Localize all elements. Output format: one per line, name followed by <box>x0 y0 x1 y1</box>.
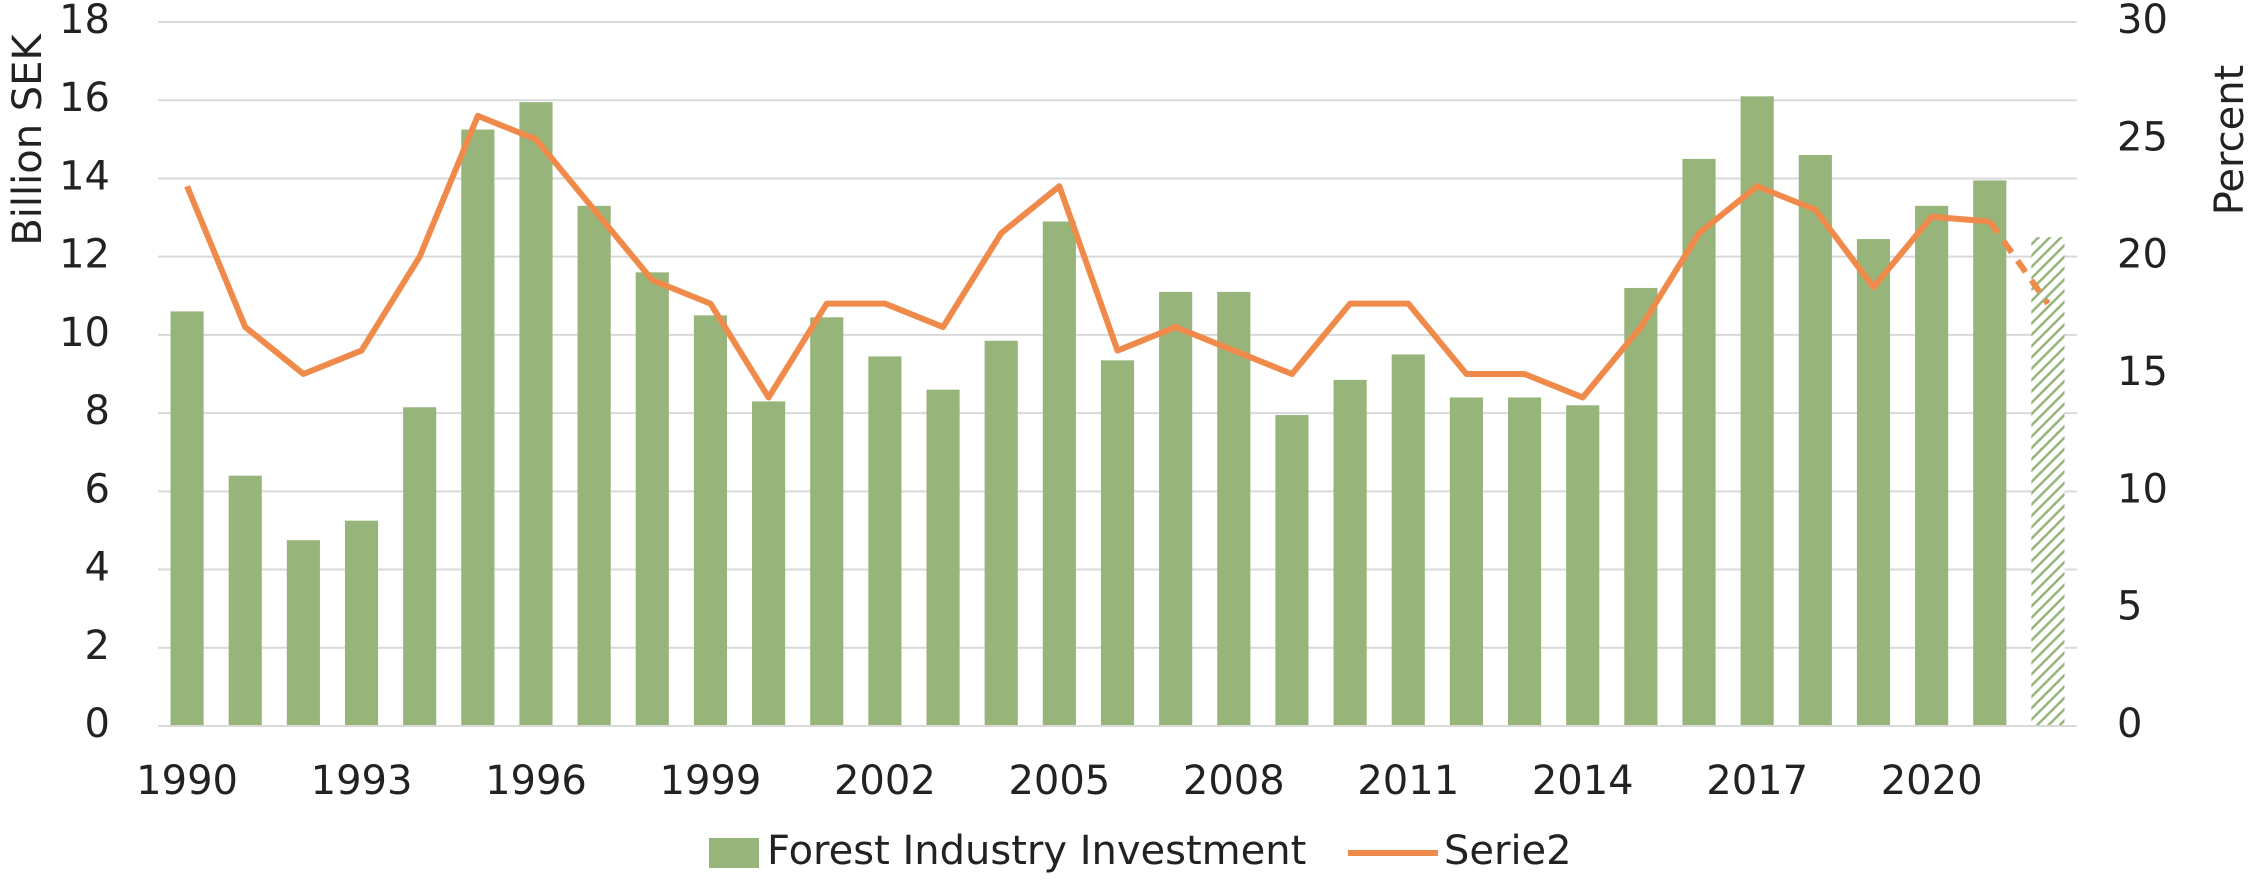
legend-swatch <box>709 838 759 868</box>
x-tick-label: 1996 <box>485 758 587 804</box>
bar <box>170 311 204 726</box>
bar <box>344 520 379 726</box>
bar <box>1100 360 1135 726</box>
bar <box>1566 405 1600 726</box>
line <box>184 112 1991 401</box>
bar <box>1217 291 1251 726</box>
bar <box>1624 287 1658 726</box>
y-tick-label: 2 <box>85 623 110 669</box>
x-tick-label: 2005 <box>1008 758 1110 804</box>
y-tick-label: 4 <box>85 545 110 591</box>
bar <box>577 205 611 727</box>
y-axis-title: Billion SEK <box>5 33 51 246</box>
line-dashed <box>1987 219 2051 306</box>
y2-tick-label: 15 <box>2117 349 2168 395</box>
bar <box>810 317 844 726</box>
y2-tick-label: 20 <box>2117 232 2168 278</box>
legend-label: Serie2 <box>1444 828 1572 874</box>
bar <box>1275 415 1309 726</box>
bar <box>1915 205 1949 727</box>
bar <box>286 540 320 726</box>
bar <box>519 102 553 726</box>
bar <box>635 272 669 726</box>
bar <box>868 356 902 726</box>
bar <box>752 401 786 726</box>
y-tick-label: 0 <box>85 701 110 747</box>
bar <box>1740 96 1774 727</box>
bar <box>1798 154 1832 726</box>
y-tick-label: 10 <box>59 310 110 356</box>
legend-label: Forest Industry Investment <box>767 828 1306 874</box>
y-tick-label: 6 <box>85 466 110 512</box>
bar <box>1159 291 1193 726</box>
y-tick-label: 12 <box>59 232 110 278</box>
x-tick-label: 1990 <box>136 758 238 804</box>
x-tick-label: 2011 <box>1357 758 1459 804</box>
bar <box>1449 397 1483 726</box>
x-tick-label: 2002 <box>834 758 936 804</box>
y-tick-label: 8 <box>85 388 110 434</box>
y-tick-label: 14 <box>59 153 110 199</box>
x-tick-label: 2008 <box>1183 758 1285 804</box>
bar <box>693 315 728 726</box>
bar <box>1856 239 1891 727</box>
x-tick-label: 2020 <box>1881 758 1983 804</box>
y-tick-label: 16 <box>59 75 110 121</box>
bar <box>926 389 960 726</box>
y2-tick-label: 5 <box>2117 584 2142 630</box>
bar <box>1391 354 1425 726</box>
bar <box>461 129 495 727</box>
bar <box>228 475 262 726</box>
y2-axis-title: Percent <box>2207 65 2253 216</box>
bar <box>984 340 1018 726</box>
y2-tick-label: 30 <box>2117 0 2168 43</box>
y2-tick-label: 25 <box>2117 114 2168 160</box>
x-tick-label: 2014 <box>1532 758 1634 804</box>
bar <box>1973 180 2007 726</box>
x-tick-label: 1999 <box>660 758 762 804</box>
bar <box>1507 397 1542 726</box>
bar <box>1042 221 1076 726</box>
y2-tick-label: 10 <box>2117 466 2168 512</box>
bar <box>2031 237 2065 726</box>
x-tick-label: 2017 <box>1706 758 1808 804</box>
y2-tick-label: 0 <box>2117 701 2142 747</box>
x-tick-label: 1993 <box>311 758 413 804</box>
bar <box>403 407 437 726</box>
bar <box>1682 158 1716 726</box>
bar <box>1333 379 1367 726</box>
y-tick-label: 18 <box>59 0 110 43</box>
